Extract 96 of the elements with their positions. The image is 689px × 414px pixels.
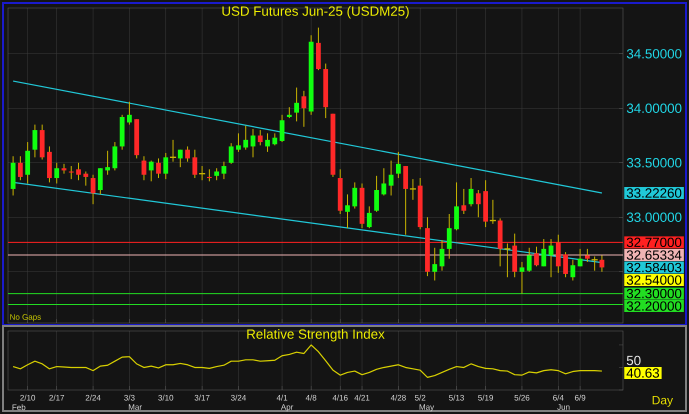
candlestick xyxy=(105,150,110,176)
x-tick-label: 5/13 xyxy=(449,394,464,401)
candlestick xyxy=(265,132,270,152)
candlestick xyxy=(468,178,474,207)
candlestick xyxy=(352,182,358,210)
candlestick xyxy=(570,259,576,281)
candlestick xyxy=(578,248,583,267)
data-label: 33.22260 xyxy=(626,188,682,198)
chart-title: USD Futures Jun-25 (USDM25) xyxy=(222,6,409,18)
candlestick xyxy=(272,132,278,146)
y-tick-label: 34.00000 xyxy=(626,104,682,113)
candlestick xyxy=(25,142,30,184)
candlestick xyxy=(142,156,146,181)
x-tick-label: 5/26 xyxy=(514,394,530,401)
candlestick xyxy=(600,254,604,272)
x-tick-label: 6/9 xyxy=(574,394,586,401)
candlestick xyxy=(62,163,66,174)
candlestick xyxy=(192,149,198,179)
chart-title: Relative Strength Index xyxy=(247,329,385,342)
candlestick xyxy=(214,168,220,181)
candlestick xyxy=(127,101,132,126)
ref-line-label: 32.65334 xyxy=(626,250,682,260)
text: 50 xyxy=(626,356,641,366)
y-tick-label: 34.50000 xyxy=(626,49,682,58)
x-tick-label: 2/17 xyxy=(49,394,64,401)
candlestick xyxy=(206,168,212,182)
candlestick xyxy=(32,124,38,158)
candlestick xyxy=(432,247,438,281)
candlestick xyxy=(222,161,226,180)
candlestick xyxy=(541,238,546,267)
candlestick xyxy=(156,158,161,179)
candlestick xyxy=(163,152,168,180)
candlestick xyxy=(54,162,60,184)
x-tick-label: 4/16 xyxy=(332,394,348,401)
x-axis-title: Day xyxy=(652,396,674,407)
candlestick xyxy=(280,114,284,143)
x-tick-label: 4/21 xyxy=(354,394,370,401)
x-tick-label: 3/24 xyxy=(230,394,246,401)
ref-line-label: 32.20000 xyxy=(626,301,682,311)
text: 40.63 xyxy=(626,368,660,378)
candlestick xyxy=(112,142,118,171)
candlestick xyxy=(18,156,23,181)
text: May xyxy=(420,404,434,412)
candlestick xyxy=(534,246,539,267)
candlestick xyxy=(76,162,81,181)
candlestick xyxy=(185,146,190,162)
candlestick xyxy=(526,247,532,272)
candlestick xyxy=(374,175,379,212)
x-tick-label: 3/17 xyxy=(194,394,210,401)
x-tick-label: 3/3 xyxy=(124,394,135,401)
candlestick xyxy=(440,240,444,272)
candlestick xyxy=(148,160,154,182)
candlestick xyxy=(584,248,590,262)
candlestick xyxy=(388,160,394,196)
x-tick-label: 3/10 xyxy=(158,394,174,401)
ref-line-label: 32.30000 xyxy=(626,288,682,298)
candlestick xyxy=(345,194,350,229)
candlestick xyxy=(548,238,554,278)
candlestick xyxy=(178,149,183,168)
candlestick xyxy=(294,87,300,122)
y-tick-label: 33.50000 xyxy=(626,158,682,168)
x-tick-label: 2/10 xyxy=(20,394,36,401)
candlestick xyxy=(403,166,408,236)
candlestick xyxy=(98,168,103,195)
x-tick-label: 4/8 xyxy=(306,394,316,401)
x-tick-label: 4/1 xyxy=(276,394,288,401)
text: Feb xyxy=(12,404,26,410)
candlestick xyxy=(476,190,481,218)
candlestick xyxy=(258,130,263,146)
text: Apr xyxy=(280,404,294,412)
candlestick xyxy=(520,261,524,294)
candlestick xyxy=(236,132,241,152)
candlestick xyxy=(381,168,386,196)
text: Mar xyxy=(128,404,142,410)
annotation: No Gaps xyxy=(10,314,41,322)
candlestick xyxy=(250,128,256,158)
text: Jun xyxy=(557,404,570,410)
candlestick xyxy=(366,206,372,229)
data-label: 32.58403 xyxy=(626,262,682,272)
candlestick xyxy=(396,151,401,179)
candlestick xyxy=(243,125,248,150)
candlestick xyxy=(446,214,452,260)
text: 32.54000 xyxy=(626,275,682,285)
y-tick-label: 33.00000 xyxy=(626,212,682,222)
candlestick xyxy=(454,182,459,231)
x-tick-label: 4/28 xyxy=(390,394,406,401)
candlestick xyxy=(90,174,96,205)
x-tick-label: 5/2 xyxy=(414,394,426,401)
x-tick-label: 2/24 xyxy=(86,394,101,401)
x-tick-label: 6/4 xyxy=(553,394,564,401)
candlestick xyxy=(563,252,568,278)
x-tick-label: 5/19 xyxy=(478,394,494,401)
candlestick xyxy=(228,142,234,164)
ref-line-label: 32.77000 xyxy=(626,238,682,248)
candlestick xyxy=(83,170,88,186)
candlestick xyxy=(301,90,306,128)
